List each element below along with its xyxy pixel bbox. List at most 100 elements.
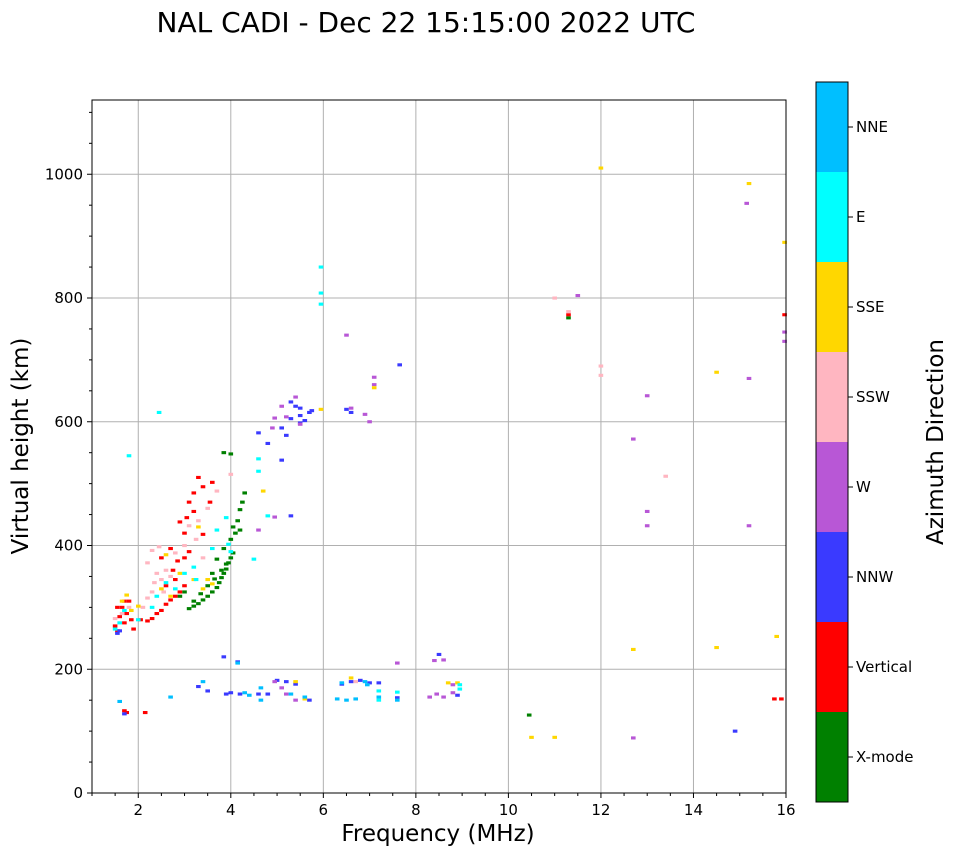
echo-point — [274, 678, 280, 682]
echo-point — [136, 618, 141, 622]
series-e — [112, 265, 463, 702]
echo-point — [115, 631, 120, 635]
echo-point — [526, 713, 532, 717]
echo-point — [191, 599, 197, 603]
colorbar-swatch — [816, 442, 848, 532]
echo-point — [122, 621, 127, 625]
echo-point — [112, 617, 118, 621]
echo-point — [177, 590, 183, 594]
echo-point — [205, 689, 210, 693]
echo-point — [293, 395, 298, 399]
echo-point — [163, 584, 169, 588]
echo-point — [193, 537, 199, 541]
echo-point — [318, 291, 324, 295]
echo-point — [122, 608, 127, 612]
echo-point — [744, 201, 749, 205]
echo-point — [163, 568, 169, 572]
echo-point — [221, 655, 227, 659]
echo-point — [376, 689, 382, 693]
echo-point — [566, 310, 571, 314]
echo-point — [112, 624, 118, 628]
echo-point — [251, 557, 257, 561]
echo-point — [191, 565, 197, 569]
x-tick-label: 8 — [411, 801, 421, 819]
echo-point — [228, 472, 234, 476]
echo-point — [186, 500, 192, 504]
echo-point — [168, 547, 173, 551]
echo-point — [235, 519, 240, 523]
y-tick-label: 600 — [54, 413, 83, 431]
echo-point — [182, 571, 187, 575]
echo-point — [318, 265, 324, 269]
echo-point — [397, 363, 402, 367]
y-tick-label: 200 — [54, 660, 83, 678]
echo-point — [214, 586, 220, 590]
echo-point — [782, 240, 787, 244]
y-tick-label: 400 — [54, 537, 83, 555]
echo-point — [235, 661, 240, 665]
y-axis-title: Virtual height (km) — [8, 338, 34, 555]
colorbar-frame — [815, 81, 849, 803]
echo-point — [115, 629, 120, 633]
echo-point — [432, 659, 437, 663]
echo-point — [177, 571, 183, 575]
echo-point — [450, 683, 456, 687]
echo-point — [228, 550, 234, 554]
echo-point — [779, 697, 784, 701]
echo-point — [214, 528, 220, 532]
echo-point — [154, 612, 160, 616]
colorbar-swatch — [816, 172, 848, 262]
echo-point — [441, 695, 446, 699]
echo-point — [288, 417, 294, 421]
echo-point — [318, 407, 324, 411]
echo-point — [145, 596, 150, 600]
echo-point — [210, 590, 215, 594]
echo-point — [124, 593, 129, 597]
echo-point — [230, 525, 236, 529]
echo-point — [529, 735, 534, 739]
echo-point — [457, 687, 463, 691]
series-sse — [119, 166, 787, 739]
echo-point — [598, 373, 604, 377]
colorbar-label: SSW — [856, 388, 890, 406]
echo-point — [362, 412, 368, 416]
echo-point — [196, 602, 201, 606]
echo-point — [182, 590, 187, 594]
echo-point — [142, 711, 148, 715]
echo-point — [265, 441, 271, 445]
echo-point — [196, 525, 201, 529]
echo-point — [159, 608, 164, 612]
echo-point — [367, 681, 372, 685]
echo-point — [293, 682, 298, 686]
echo-point — [367, 420, 372, 424]
echo-point — [441, 658, 446, 662]
echo-point — [200, 680, 206, 684]
echo-point — [457, 683, 463, 687]
echo-point — [455, 693, 460, 697]
echo-point — [184, 516, 190, 520]
echo-point — [260, 489, 266, 493]
x-tick-label: 12 — [591, 801, 610, 819]
echo-point — [297, 414, 303, 418]
x-tick-label: 10 — [499, 801, 518, 819]
echo-point — [293, 404, 298, 408]
echo-point — [450, 691, 456, 695]
colorbar-label: NNE — [856, 118, 888, 136]
echo-point — [140, 605, 146, 609]
echo-point — [119, 599, 125, 603]
echo-point — [175, 559, 180, 563]
echo-point — [436, 652, 442, 656]
echo-point — [344, 407, 349, 411]
echo-point — [644, 509, 650, 513]
echo-point — [228, 691, 234, 695]
echo-point — [200, 532, 206, 536]
echo-point — [221, 547, 227, 551]
echo-point — [714, 646, 719, 650]
echo-point — [182, 544, 187, 548]
echo-point — [265, 514, 271, 518]
echo-point — [302, 697, 308, 701]
echo-point — [136, 604, 141, 608]
echo-point — [126, 599, 132, 603]
echo-point — [216, 581, 222, 585]
echo-point — [221, 451, 227, 455]
